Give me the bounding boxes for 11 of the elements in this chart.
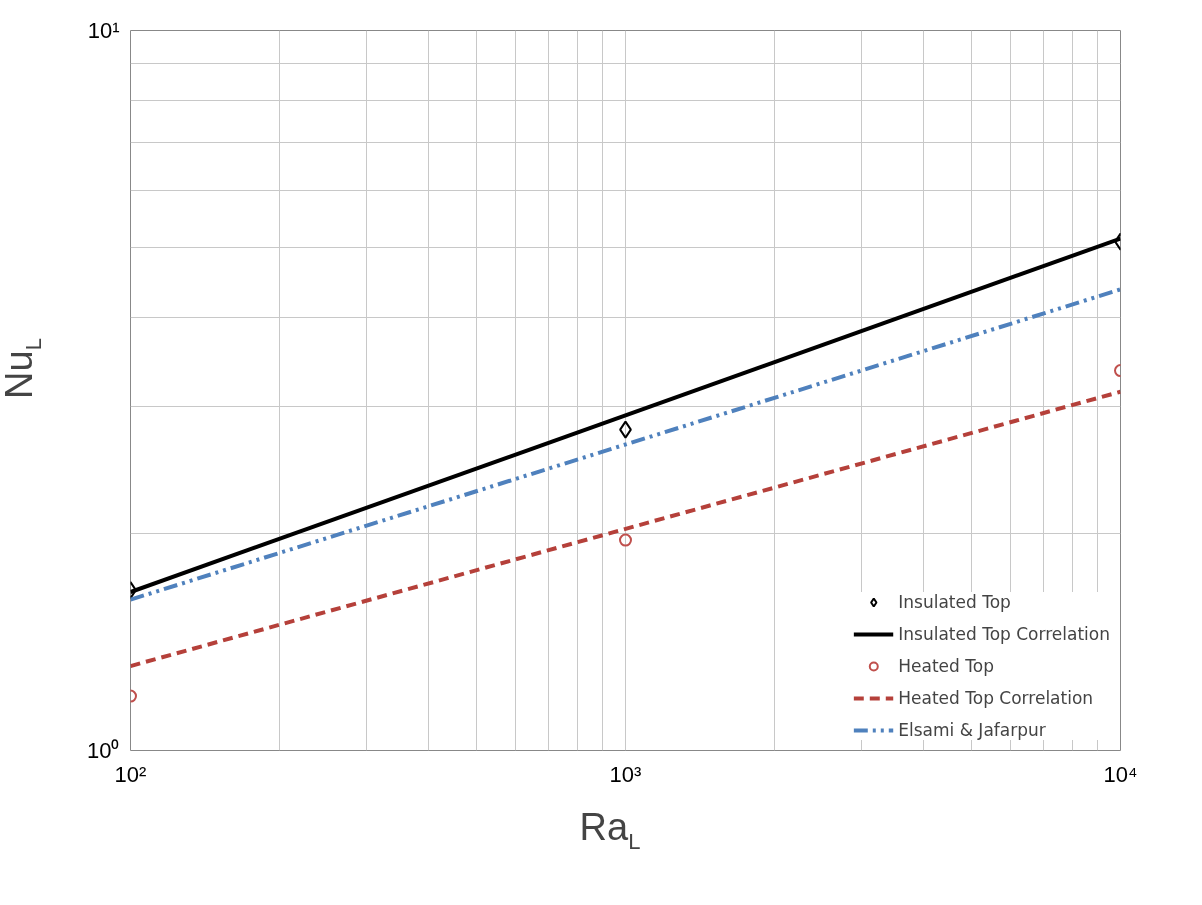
x-tick-label: 10² bbox=[114, 761, 147, 787]
legend-label: Heated Top bbox=[898, 656, 994, 676]
y-tick-label: 10⁰ bbox=[87, 738, 120, 763]
legend-label: Insulated Top bbox=[898, 592, 1011, 612]
y-tick-label: 10¹ bbox=[87, 18, 120, 43]
legend-label: Insulated Top Correlation bbox=[898, 624, 1110, 644]
x-tick-label: 10⁴ bbox=[1103, 761, 1138, 787]
legend-label: Elsami & Jafarpur bbox=[898, 720, 1046, 740]
x-tick-label: 10³ bbox=[609, 761, 642, 787]
x-axis-title: Ra$_{L}$ bbox=[578, 805, 642, 856]
legend-label: Heated Top Correlation bbox=[898, 688, 1094, 708]
